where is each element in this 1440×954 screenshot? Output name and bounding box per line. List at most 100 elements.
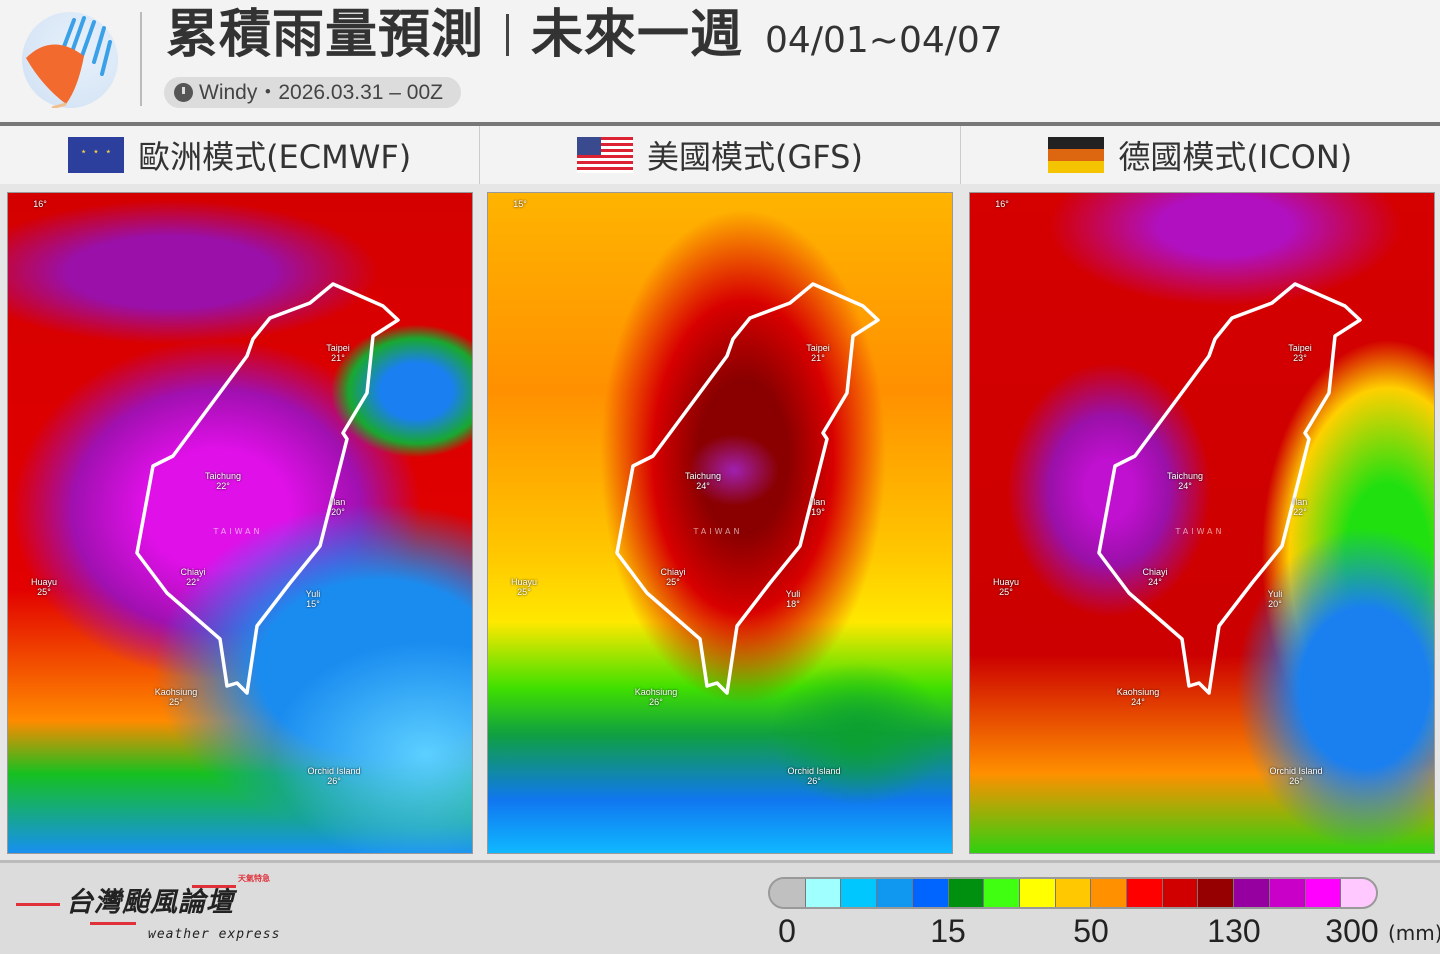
scale-swatch — [1198, 879, 1235, 907]
brand-subtitle: weather express — [148, 927, 281, 942]
model-label: 歐洲模式(ECMWF) — [138, 138, 412, 176]
scale-unit: (mm) — [1388, 921, 1440, 945]
city-temp: 24° — [1178, 481, 1192, 491]
scale-swatch — [877, 879, 913, 907]
city-temp: 25° — [37, 587, 51, 597]
city-label: Taichung 24° — [685, 471, 721, 491]
city-temp: 20° — [331, 507, 345, 517]
scale-swatch — [770, 879, 806, 907]
country-label: TAIWAN — [213, 527, 263, 536]
city-label: Orchid Island 26° — [307, 766, 360, 786]
map-gfs: TAIWAN 15° Taipei 21° Taichung 24° Ilan 19° Chia… — [487, 192, 953, 854]
divider — [140, 12, 142, 106]
city-temp: 25° — [517, 587, 531, 597]
city-label: Taipei 21° — [326, 343, 350, 363]
clock-icon — [174, 83, 193, 102]
city-temp: 16° — [995, 199, 1009, 209]
city-label: Orchid Island 26° — [787, 766, 840, 786]
scale-swatch — [984, 879, 1020, 907]
city-label: Kaohsiung 26° — [635, 687, 678, 707]
city-name: Taichung — [204, 471, 242, 481]
city-name: Huayu — [30, 577, 58, 587]
city-label: 15° — [513, 199, 527, 209]
scale-swatch — [1127, 879, 1163, 907]
city-label: Chiayi 24° — [1142, 567, 1167, 587]
coastline — [615, 282, 880, 695]
source-badge: Windy・2026.03.31 – 00Z — [164, 77, 461, 108]
title-text: 累積雨量預測 — [166, 5, 485, 65]
brand-stripe — [192, 885, 236, 888]
city-name: Yuli — [1267, 589, 1283, 599]
city-temp: 18° — [786, 599, 800, 609]
coastline — [1097, 282, 1362, 695]
city-label: Chiayi 25° — [660, 567, 685, 587]
city-temp: 26° — [649, 697, 663, 707]
city-name: Taipei — [326, 343, 350, 353]
city-temp: 26° — [1289, 776, 1303, 786]
city-temp: 19° — [811, 507, 825, 517]
city-temp: 21° — [811, 353, 825, 363]
city-temp: 15° — [513, 199, 527, 209]
eu-flag-icon — [68, 137, 125, 173]
source-text: Windy・2026.03.31 – 00Z — [199, 81, 443, 104]
city-label: Taipei 21° — [806, 343, 830, 363]
country-label: TAIWAN — [693, 527, 743, 536]
city-temp: 26° — [807, 776, 821, 786]
city-label: Yuli 20° — [1268, 589, 1283, 609]
city-label: Chiayi 22° — [180, 567, 205, 587]
city-label: Ilan 20° — [331, 497, 346, 517]
city-name: Yuli — [305, 589, 321, 599]
city-temp: 23° — [1293, 353, 1307, 363]
country-label: TAIWAN — [1175, 527, 1225, 536]
city-temp: 22° — [1293, 507, 1307, 517]
city-name: Orchid Island — [307, 766, 361, 776]
city-temp: 26° — [327, 776, 341, 786]
city-temp: 25° — [999, 587, 1013, 597]
city-name: Taipei — [1288, 343, 1312, 353]
model-headers: 歐洲模式(ECMWF) 美國模式(GFS) 德國模式(ICON) — [0, 126, 1440, 184]
city-name: Orchid Island — [787, 766, 841, 776]
city-temp: 24° — [1131, 697, 1145, 707]
city-label: Huayu 25° — [511, 577, 537, 597]
city-label: Huayu 25° — [31, 577, 57, 597]
model-label: 德國模式(ICON) — [1118, 138, 1353, 176]
brand-name: 台灣颱風論壇 — [66, 887, 234, 918]
city-label: Yuli 18° — [786, 589, 801, 609]
model-header-ecmwf: 歐洲模式(ECMWF) — [0, 126, 481, 184]
city-name: Chiayi — [660, 567, 686, 577]
map-ecmwf: TAIWAN 16° Taipei 21° Taichung 22° Ilan 20° Chia… — [7, 192, 473, 854]
brand-stripe — [16, 903, 60, 906]
scale-swatch — [1091, 879, 1128, 907]
scale-swatch — [912, 879, 949, 907]
scale-tick: 50 — [1073, 913, 1109, 949]
scale-swatch — [1019, 879, 1056, 907]
subtitle-text: 未來一週 — [531, 5, 744, 65]
scale-tick: 15 — [930, 913, 966, 949]
scale-swatch — [948, 879, 985, 907]
umbrella-rain-icon — [22, 12, 118, 110]
taiwan-outline — [615, 282, 880, 695]
city-temp: 25° — [169, 697, 183, 707]
city-temp: 22° — [216, 481, 230, 491]
scale-tick: 130 — [1207, 913, 1261, 949]
city-label: Kaohsiung 24° — [1117, 687, 1160, 707]
city-name: Taichung — [684, 471, 722, 481]
footer: 天氣特急 台灣颱風論壇 weather express 0 15 50 130 … — [0, 860, 1440, 954]
city-label: Taipei 23° — [1288, 343, 1312, 363]
taiwan-outline — [135, 282, 400, 695]
city-temp: 24° — [696, 481, 710, 491]
coastline — [135, 282, 400, 695]
city-name: Yuli — [785, 589, 801, 599]
scale-swatch — [1305, 879, 1342, 907]
city-label: Kaohsiung 25° — [155, 687, 198, 707]
brand-stripe — [90, 922, 136, 925]
city-name: Kaohsiung — [1116, 687, 1160, 697]
city-name: Orchid Island — [1269, 766, 1323, 776]
city-label: 16° — [995, 199, 1009, 209]
map-area: TAIWAN 16° Taipei 21° Taichung 22° Ilan 20° Chia… — [0, 184, 1440, 860]
scale-swatch — [1055, 879, 1092, 907]
city-name: Ilan — [810, 497, 826, 507]
date-range: 04/01~04/07 — [765, 20, 1003, 61]
city-name: Ilan — [1292, 497, 1308, 507]
scale-swatch — [805, 879, 842, 907]
